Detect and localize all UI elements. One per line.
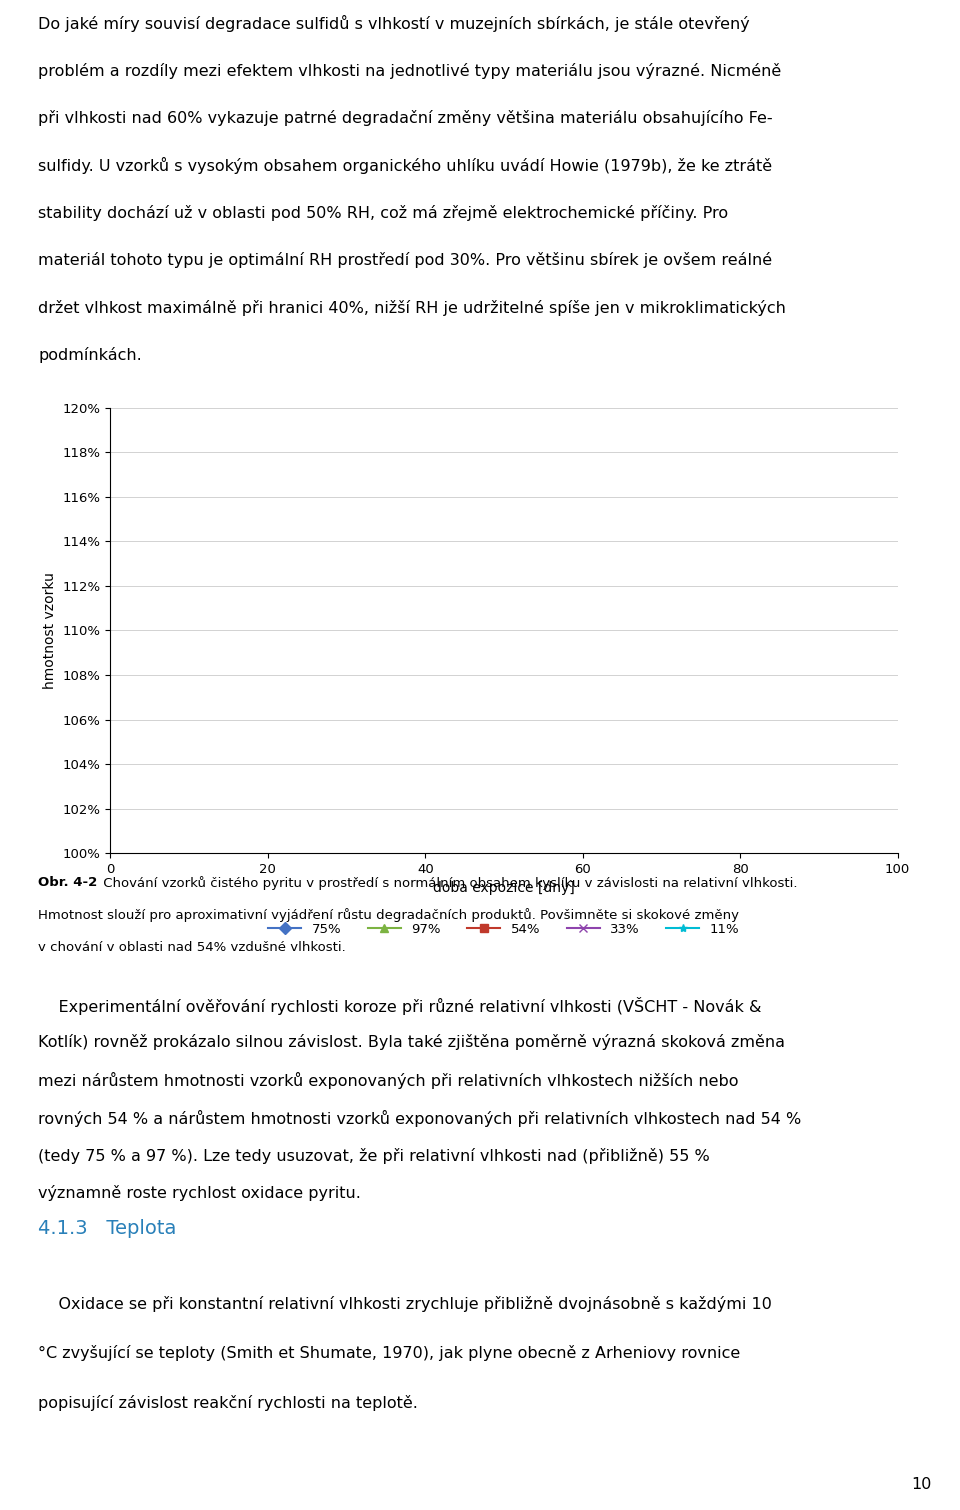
Text: podmínkách.: podmínkách. [38,347,142,362]
Text: Do jaké míry souvisí degradace sulfidů s vlhkostí v muzejních sbírkách, je stále: Do jaké míry souvisí degradace sulfidů s… [38,15,750,32]
Text: Obr. 4-2: Obr. 4-2 [38,876,98,889]
Text: Oxidace se při konstantní relativní vlhkosti zrychluje přibližně dvojnásobně s k: Oxidace se při konstantní relativní vlhk… [38,1296,772,1312]
Text: Experimentální ověřování rychlosti koroze při různé relativní vlhkosti (VŠCHT - : Experimentální ověřování rychlosti koroz… [38,997,762,1015]
Text: 4.1.3   Teplota: 4.1.3 Teplota [38,1219,177,1238]
Text: stability dochází už v oblasti pod 50% RH, což má zřejmě elektrochemické příčiny: stability dochází už v oblasti pod 50% R… [38,205,729,220]
Text: materiál tohoto typu je optimální RH prostředí pod 30%. Pro většinu sbírek je ov: materiál tohoto typu je optimální RH pro… [38,252,773,269]
Text: v chování v oblasti nad 54% vzdušné vlhkosti.: v chování v oblasti nad 54% vzdušné vlhk… [38,941,347,953]
Text: rovných 54 % a nárůstem hmotnosti vzorků exponovaných při relativních vlhkostech: rovných 54 % a nárůstem hmotnosti vzorků… [38,1110,802,1126]
Text: °C zvyšující se teploty (Smith et Shumate, 1970), jak plyne obecně z Arheniovy r: °C zvyšující se teploty (Smith et Shumat… [38,1345,741,1361]
Text: problém a rozdíly mezi efektem vlhkosti na jednotlivé typy materiálu jsou výrazn: problém a rozdíly mezi efektem vlhkosti … [38,62,781,79]
Text: držet vlhkost maximálně při hranici 40%, nižší RH je udržitelné spíše jen v mikr: držet vlhkost maximálně při hranici 40%,… [38,299,786,316]
Text: při vlhkosti nad 60% vykazuje patrné degradační změny většina materiálu obsahují: při vlhkosti nad 60% vykazuje patrné deg… [38,110,773,125]
Y-axis label: hmotnost vzorku: hmotnost vzorku [43,572,57,689]
Text: Chování vzorků čistého pyritu v prostředí s normálním obsahem kyslíku v závislos: Chování vzorků čistého pyritu v prostřed… [99,876,798,889]
Text: Hmotnost slouží pro aproximativní vyjádření růstu degradačních produktů. Povšimn: Hmotnost slouží pro aproximativní vyjádř… [38,908,739,923]
X-axis label: doba expozice [dny]: doba expozice [dny] [433,882,575,895]
Text: (tedy 75 % a 97 %). Lze tedy usuzovat, že při relativní vlhkosti nad (přibližně): (tedy 75 % a 97 %). Lze tedy usuzovat, ž… [38,1148,710,1164]
Text: sulfidy. U vzorků s vysokým obsahem organického uhlíku uvádí Howie (1979b), že k: sulfidy. U vzorků s vysokým obsahem orga… [38,157,773,174]
Text: Kotlík) rovněž prokázalo silnou závislost. Byla také zjištěna poměrně výrazná sk: Kotlík) rovněž prokázalo silnou závislos… [38,1034,785,1051]
Legend: 75%, 97%, 54%, 33%, 11%: 75%, 97%, 54%, 33%, 11% [263,918,745,941]
Text: mezi nárůstem hmotnosti vzorků exponovaných při relativních vlhkostech nižších n: mezi nárůstem hmotnosti vzorků exponovan… [38,1072,739,1089]
Text: popisující závislost reakční rychlosti na teplotě.: popisující závislost reakční rychlosti n… [38,1395,419,1410]
Text: 10: 10 [911,1477,931,1492]
Text: významně roste rychlost oxidace pyritu.: významně roste rychlost oxidace pyritu. [38,1185,361,1202]
